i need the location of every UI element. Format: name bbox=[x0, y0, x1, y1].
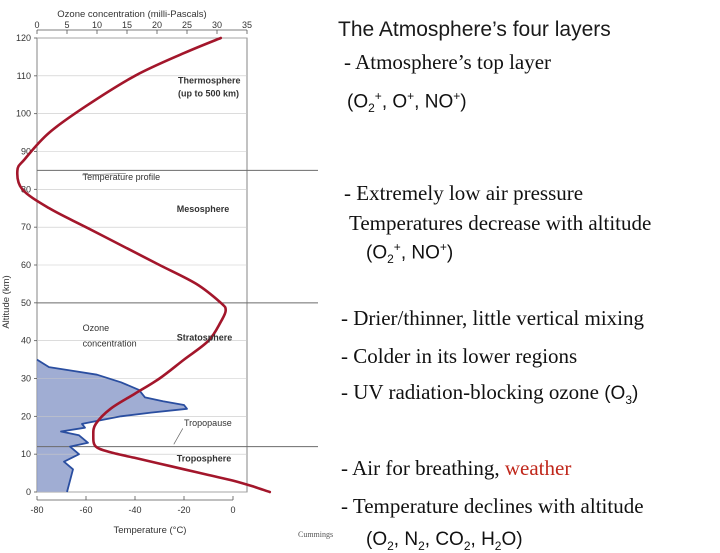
bottom-axis-title: Temperature (°C) bbox=[114, 525, 187, 536]
weather-highlight: weather bbox=[504, 456, 572, 480]
temp-profile-leader bbox=[81, 173, 126, 176]
left-axis-title: Altitude (km) bbox=[1, 275, 12, 328]
annotation-label: Temperature profile bbox=[83, 172, 161, 182]
troposphere-point-1: - Air for breathing, weather bbox=[341, 456, 572, 480]
bottom-tick-label: -60 bbox=[79, 505, 92, 515]
troposphere-gases: (O2, N2, CO2, H2O) bbox=[366, 529, 523, 553]
bottom-tick-label: -40 bbox=[128, 505, 141, 515]
y-tick-label: 50 bbox=[21, 298, 31, 308]
annotation-label: (up to 500 km) bbox=[178, 89, 239, 99]
y-tick-label: 70 bbox=[21, 222, 31, 232]
y-tick-label: 120 bbox=[16, 33, 31, 43]
top-tick-label: 15 bbox=[122, 20, 132, 30]
mesosphere-point-2: Temperatures decrease with altitude bbox=[349, 211, 652, 235]
annotation-label: Stratosphere bbox=[177, 333, 233, 343]
y-tick-label: 110 bbox=[17, 71, 31, 81]
y-tick-label: 40 bbox=[21, 336, 31, 346]
top-tick-label: 5 bbox=[64, 20, 69, 30]
bottom-tick-label: -20 bbox=[177, 505, 190, 515]
top-tick-label: 25 bbox=[182, 20, 192, 30]
top-tick-label: 10 bbox=[92, 20, 102, 30]
bottom-tick-label: -80 bbox=[30, 505, 43, 515]
y-tick-label: 30 bbox=[21, 374, 31, 384]
stratosphere-point-3: - UV radiation-blocking ozone (O3) bbox=[341, 380, 639, 407]
ozone-shading bbox=[37, 359, 187, 492]
top-tick-label: 35 bbox=[242, 20, 252, 30]
stratosphere-point-1: - Drier/thinner, little vertical mixing bbox=[341, 306, 644, 330]
series-group bbox=[15, 36, 272, 494]
slide-title: The Atmosphere’s four layers bbox=[338, 18, 611, 41]
thermosphere-ions: (O2+, O+, NO+) bbox=[347, 89, 467, 116]
top-axis-title: Ozone concentration (milli-Pascals) bbox=[57, 9, 206, 20]
y-tick-label: 60 bbox=[21, 260, 31, 270]
annotation-label: Troposphere bbox=[177, 454, 232, 464]
gridlines bbox=[37, 37, 318, 493]
y-tick-label: 80 bbox=[21, 184, 31, 194]
bottom-tick-label: 0 bbox=[230, 505, 235, 515]
y-tick-label: 100 bbox=[16, 109, 31, 119]
y-tick-label: 90 bbox=[21, 147, 31, 157]
top-tick-label: 20 bbox=[152, 20, 162, 30]
y-tick-label: 10 bbox=[21, 449, 31, 459]
y-tick-label: 0 bbox=[26, 487, 31, 497]
mesosphere-point-1: - Extremely low air pressure bbox=[344, 181, 584, 205]
source-credit: Cummings bbox=[298, 530, 334, 539]
annotation-label: concentration bbox=[83, 338, 137, 348]
ozone-area bbox=[37, 359, 187, 492]
troposphere-point-2: - Temperature declines with altitude bbox=[341, 494, 644, 518]
annotation-label: Ozone bbox=[83, 323, 110, 333]
annotations: Thermosphere (up to 500 km) Temperature pr… bbox=[81, 75, 241, 464]
thermosphere-point-1: - Atmosphere’s top layer bbox=[344, 50, 552, 74]
temperature-profile-line bbox=[15, 36, 272, 494]
top-tick-label: 30 bbox=[212, 20, 222, 30]
annotation-label: Mesosphere bbox=[177, 204, 230, 214]
ozone-concentration-line bbox=[36, 358, 188, 493]
annotation-label: Tropopause bbox=[184, 418, 232, 428]
stratosphere-point-2: - Colder in its lower regions bbox=[341, 344, 578, 368]
annotation-label: Thermosphere bbox=[178, 75, 241, 85]
y-tick-label: 20 bbox=[21, 411, 31, 421]
mesosphere-ions: (O2+, NO+) bbox=[366, 240, 454, 267]
top-tick-label: 0 bbox=[34, 20, 39, 30]
tropopause-leader bbox=[173, 428, 184, 445]
